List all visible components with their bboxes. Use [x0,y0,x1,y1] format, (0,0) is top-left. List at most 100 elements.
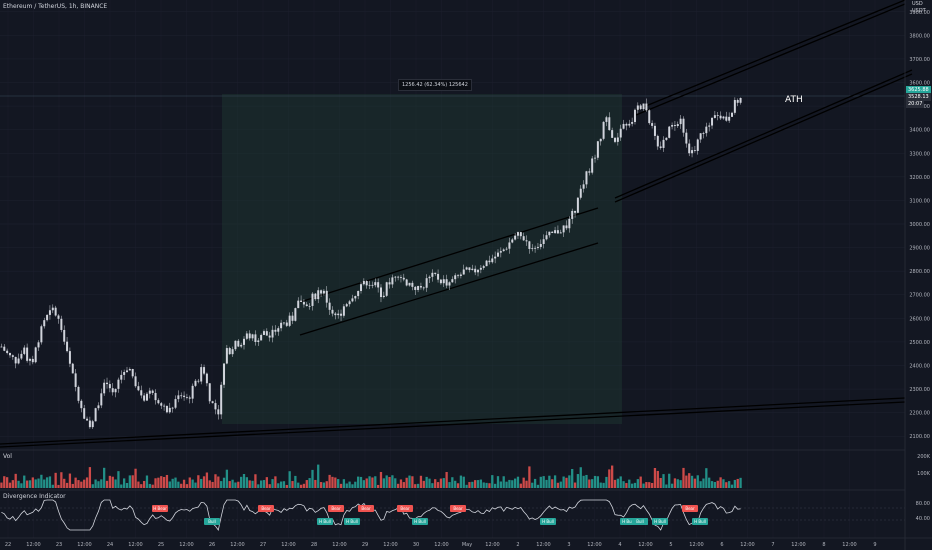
volume-bar [662,474,665,488]
top-channel-upper [635,0,906,111]
volume-bar [331,476,334,488]
candle-body [491,258,494,263]
candle-body [271,329,274,338]
candle-body [317,290,320,300]
candle-body [288,315,291,326]
volume-bar [411,476,414,488]
volume-bar [579,467,582,488]
signal-label: Bear [361,506,371,511]
volume-bar [294,475,297,488]
signal-badge [344,518,360,525]
price-tick-label: 3400.00 [909,128,930,134]
trendlines [0,0,913,448]
volume-bar [334,477,337,488]
candle-body [508,242,511,249]
candle-body [243,338,246,345]
volume-bar [131,475,134,488]
candle-body [54,307,57,316]
candle-body [676,124,679,127]
candle-body [200,367,203,382]
volume-bar [556,482,560,488]
candle-body [203,367,206,374]
last-price-badge: 3528.13 [906,93,931,101]
candle-body [588,171,591,173]
bear-signal: Bear [328,505,344,512]
candle-body [94,408,97,422]
volume-bar [625,483,628,488]
measure-range-box[interactable] [222,94,622,424]
volume-bar [65,482,69,488]
volume-bar [630,483,634,488]
volume-bar [277,483,280,488]
price-tick-label: 2300.00 [909,387,930,393]
volume-bar [231,479,234,488]
candle-body [702,133,705,134]
candle-body [340,313,343,316]
volume-bar [105,480,109,488]
volume-bar [545,479,548,488]
volume-bar [451,477,454,488]
time-tick-label: May [462,542,472,548]
volume-bar [345,483,348,488]
candle-body [205,373,208,384]
candle-body [477,269,480,273]
volume-bar [733,479,737,488]
candle-body [451,279,454,283]
signal-badge [682,505,698,512]
candle-body [716,115,719,116]
time-tick-label: 12:00 [842,542,856,548]
candle-body [257,340,260,342]
volume-bar [553,475,557,488]
volume-bar [382,478,385,488]
time-tick-label: 12:00 [332,542,346,548]
volume-bar [68,473,72,488]
volume-bar [274,476,277,488]
volume-bar [354,481,357,488]
volume-bar [37,478,40,488]
volume-bar [154,478,157,488]
candle-body [337,313,340,316]
candle-body [648,110,651,124]
candle-body [528,241,531,249]
candle-body [428,276,431,279]
price-tick-label: 2200.00 [909,411,930,417]
volume-bar [180,483,183,488]
price-tick-label: 3000.00 [909,222,930,228]
time-tick-label: 25 [158,542,164,548]
volume-bar [494,483,497,488]
candle-body [154,392,157,401]
candle-body [282,322,285,324]
candle-body [628,123,631,126]
volume-bar [414,484,417,488]
candle-body [399,277,402,278]
price-tick-label: 2500.00 [909,340,930,346]
candle-body [519,232,522,237]
candle-body [214,403,217,410]
candle-body [165,405,168,413]
volume-bar [528,466,531,488]
volume-bar [248,480,251,488]
volume-bar [11,480,14,488]
candle-body [636,105,639,110]
candle-body [86,418,89,421]
candle-body [140,390,143,396]
candle-body [322,290,325,294]
price-tick-label: 3700.00 [909,57,930,63]
candle-body [645,103,648,111]
volume-bar [496,476,500,488]
volume-bar [676,479,679,488]
candle-body [562,225,565,233]
candle-body [106,382,109,385]
volume-bar [531,482,534,488]
candle-body [616,137,619,142]
candle-body [128,368,131,371]
candle-body [391,277,394,285]
candle-body [434,272,437,274]
volume-bar [431,483,434,488]
candle-body [80,400,83,409]
volume-bar [205,472,209,488]
volume-bar [31,477,34,488]
candle-body [91,421,94,428]
time-tick-label: 24 [107,542,113,548]
